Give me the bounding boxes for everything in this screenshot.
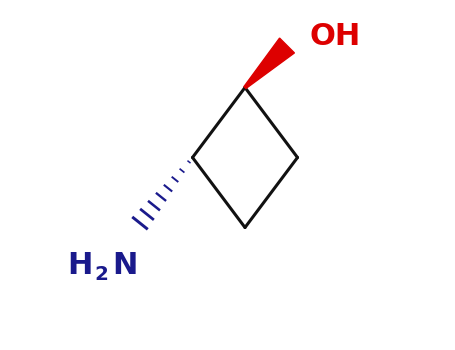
Text: H: H bbox=[67, 252, 93, 280]
Polygon shape bbox=[244, 38, 294, 89]
Text: OH: OH bbox=[310, 22, 361, 51]
Text: 2: 2 bbox=[95, 265, 108, 284]
Text: N: N bbox=[112, 252, 137, 280]
